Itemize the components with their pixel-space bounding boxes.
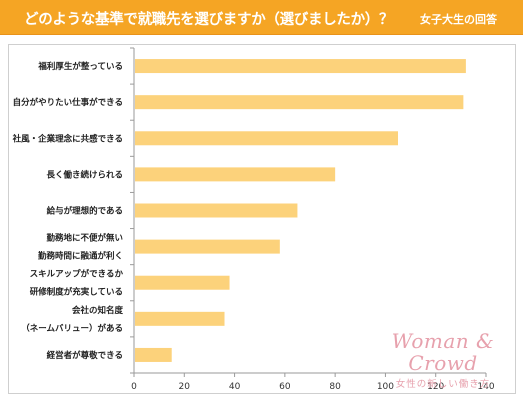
category-label: スキルアップができるか: [30, 269, 124, 280]
bar: [135, 167, 336, 182]
bar: [135, 131, 398, 146]
bar: [135, 203, 298, 218]
bar: [135, 275, 230, 290]
category-label: 経営者が尊敬できる: [47, 350, 123, 361]
category-label: 勤務時間に融通が利く: [38, 251, 123, 262]
bar: [135, 239, 280, 254]
x-tick-label: 120: [427, 382, 444, 392]
chart-title: どのような基準で就職先を選びますか（選びましたか）？: [24, 12, 394, 28]
chart-subtitle: 女子大生の回答: [420, 13, 497, 26]
category-label: 会社の知名度: [71, 305, 124, 316]
category-label: 自分がやりたい仕事ができる: [13, 97, 123, 108]
x-tick-label: 80: [329, 382, 341, 392]
x-tick-label: 60: [279, 382, 291, 392]
category-label: 研修制度が充実している: [30, 287, 123, 298]
x-tick-label: 0: [131, 382, 137, 392]
x-tick-label: 140: [477, 382, 494, 392]
x-tick-label: 100: [377, 382, 394, 392]
category-label: 給与が理想的である: [47, 206, 123, 217]
bar: [135, 347, 172, 362]
x-tick-label: 20: [179, 382, 191, 392]
category-label: 長く働き続けられる: [46, 169, 123, 180]
bar: [135, 95, 464, 110]
chart-header: どのような基準で就職先を選びますか（選びましたか）？ 女子大生の回答: [0, 0, 523, 35]
category-label: 福利厚生が整っている: [37, 61, 123, 72]
bar: [135, 311, 225, 326]
category-label: 勤務地に不便が無い: [46, 233, 123, 244]
x-tick-label: 40: [229, 382, 241, 392]
bar: [135, 59, 466, 74]
chart-frame: [8, 44, 516, 394]
category-label: 社風・企業理念に共感できる: [12, 133, 123, 144]
category-label: （ネームバリュー）がある: [21, 323, 123, 334]
